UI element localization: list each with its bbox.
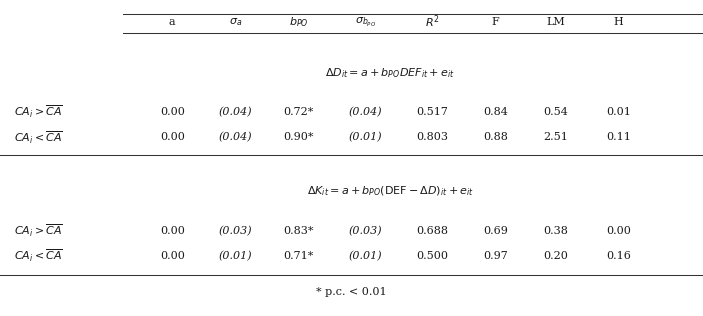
Text: 0.97: 0.97 xyxy=(483,251,508,261)
Text: $CA_i > \overline{CA}$: $CA_i > \overline{CA}$ xyxy=(14,222,63,239)
Text: $\sigma_{b_{PO}}$: $\sigma_{b_{PO}}$ xyxy=(355,15,376,29)
Text: 0.500: 0.500 xyxy=(416,251,449,261)
Text: 0.83*: 0.83* xyxy=(283,226,314,236)
Text: (0.03): (0.03) xyxy=(349,226,382,236)
Text: 2.51: 2.51 xyxy=(543,132,568,143)
Text: $R^2$: $R^2$ xyxy=(425,14,439,30)
Text: 0.11: 0.11 xyxy=(606,132,631,143)
Text: $\sigma_a$: $\sigma_a$ xyxy=(229,16,242,28)
Text: (0.04): (0.04) xyxy=(219,132,252,143)
Text: H: H xyxy=(614,17,624,27)
Text: (0.03): (0.03) xyxy=(219,226,252,236)
Text: (0.04): (0.04) xyxy=(349,107,382,117)
Text: 0.803: 0.803 xyxy=(416,132,449,143)
Text: LM: LM xyxy=(546,17,565,27)
Text: 0.517: 0.517 xyxy=(416,107,449,117)
Text: 0.88: 0.88 xyxy=(483,132,508,143)
Text: (0.04): (0.04) xyxy=(219,107,252,117)
Text: $CA_i > \overline{CA}$: $CA_i > \overline{CA}$ xyxy=(14,104,63,120)
Text: a: a xyxy=(169,17,176,27)
Text: $CA_i < \overline{CA}$: $CA_i < \overline{CA}$ xyxy=(14,248,63,264)
Text: 0.00: 0.00 xyxy=(160,251,185,261)
Text: 0.54: 0.54 xyxy=(543,107,568,117)
Text: 0.00: 0.00 xyxy=(160,107,185,117)
Text: 0.72*: 0.72* xyxy=(283,107,314,117)
Text: * p.c. < 0.01: * p.c. < 0.01 xyxy=(316,287,387,297)
Text: $\Delta D_{it} = a + b_{PO}DEF_{it} + e_{it}$: $\Delta D_{it} = a + b_{PO}DEF_{it} + e_… xyxy=(325,66,455,80)
Text: 0.20: 0.20 xyxy=(543,251,568,261)
Text: 0.00: 0.00 xyxy=(160,226,185,236)
Text: 0.16: 0.16 xyxy=(606,251,631,261)
Text: 0.84: 0.84 xyxy=(483,107,508,117)
Text: 0.71*: 0.71* xyxy=(283,251,314,261)
Text: (0.01): (0.01) xyxy=(349,132,382,143)
Text: 0.01: 0.01 xyxy=(606,107,631,117)
Text: 0.00: 0.00 xyxy=(160,132,185,143)
Text: 0.688: 0.688 xyxy=(416,226,449,236)
Text: 0.38: 0.38 xyxy=(543,226,568,236)
Text: (0.01): (0.01) xyxy=(219,251,252,261)
Text: 0.90*: 0.90* xyxy=(283,132,314,143)
Text: $b_{PO}$: $b_{PO}$ xyxy=(289,15,309,29)
Text: 0.69: 0.69 xyxy=(483,226,508,236)
Text: (0.01): (0.01) xyxy=(349,251,382,261)
Text: $\Delta K_{it} = a + b_{PO}\left(\mathrm{DEF} - \Delta D\right)_{it} + e_{it}$: $\Delta K_{it} = a + b_{PO}\left(\mathrm… xyxy=(307,184,474,198)
Text: F: F xyxy=(491,17,500,27)
Text: 0.00: 0.00 xyxy=(606,226,631,236)
Text: $CA_i < \overline{CA}$: $CA_i < \overline{CA}$ xyxy=(14,129,63,146)
